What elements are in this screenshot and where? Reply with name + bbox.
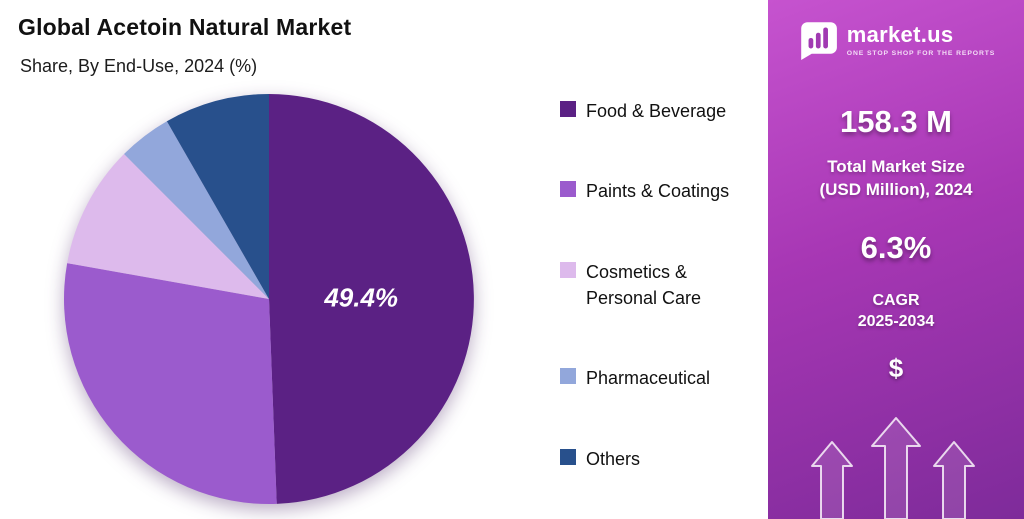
legend-item-pharmaceutical: Pharmaceutical [560,365,760,391]
cagr-label: CAGR 2025-2034 [858,290,935,333]
brand-text: market.us ONE STOP SHOP FOR THE REPORTS [847,22,995,57]
pie-slice-0 [269,94,474,504]
pie-data-label: 49.4% [323,282,398,312]
market-size-label-line2: (USD Million), 2024 [819,179,973,199]
legend-item-others: Others [560,446,760,472]
sidebar: market.us ONE STOP SHOP FOR THE REPORTS … [768,0,1024,519]
legend-item-cosmetics-personal-care: Cosmetics & Personal Care [560,259,760,311]
cagr-label-line1: CAGR [872,291,920,309]
legend-label: Pharmaceutical [586,368,711,389]
brand-tagline: ONE STOP SHOP FOR THE REPORTS [846,49,996,57]
chart-title: Global Acetoin Natural Market [18,14,352,40]
legend-label: Cosmetics & Personal Care [586,261,702,308]
legend-item-food-beverage: Food & Beverage [560,98,760,124]
legend-swatch-pharmaceutical [560,368,576,385]
pie-slice-4 [166,94,269,299]
growth-arrows-icon [811,417,975,519]
cagr-value: 6.3% [860,229,932,265]
pie-chart: 49.4% [63,94,474,504]
legend-swatch-others [560,448,576,465]
market-size-label-line1: Total Market Size [827,157,965,176]
chart-subtitle: Share, By End-Use, 2024 (%) [20,56,258,76]
legend-label: Others [586,448,641,469]
legend-item-paints-coatings: Paints & Coatings [560,178,760,204]
market-size-label: Total Market Size (USD Million), 2024 [819,156,972,202]
legend-swatch-cosmetics-personal-care [560,261,576,278]
pie-slice-1 [63,263,277,504]
legend-swatch-food-beverage [560,101,576,117]
pie-slice-2 [67,154,269,299]
pie-slice-3 [124,121,269,299]
brand-name: market.us [846,21,954,47]
legend: Food & Beverage Paints & Coatings Cosmet… [560,98,760,472]
legend-swatch-paints-coatings [560,181,576,198]
dollar-symbol: $ [888,353,904,384]
legend-label: Food & Beverage [586,101,727,121]
marketus-logo-icon [800,22,837,60]
chart-panel: Global Acetoin Natural Market Share, By … [18,14,760,504]
legend-label: Paints & Coatings [586,181,730,202]
brand-logo: market.us ONE STOP SHOP FOR THE REPORTS [797,18,995,60]
cagr-label-line2: 2025-2034 [857,313,935,331]
market-size-value: 158.3 M [839,104,952,139]
